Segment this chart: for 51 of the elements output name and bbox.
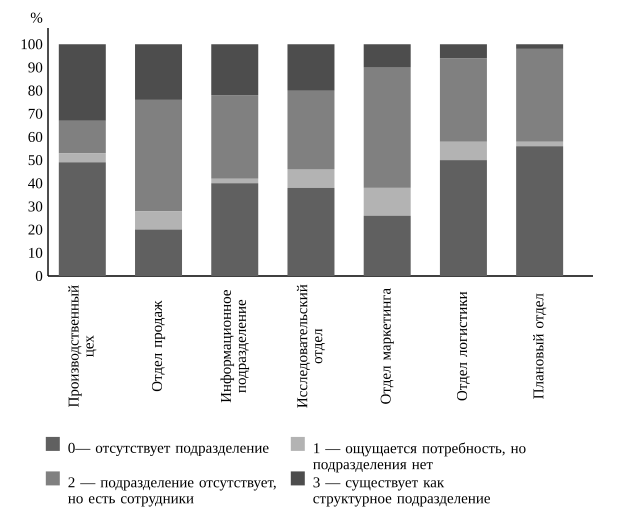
y-tick-label: 70 bbox=[28, 108, 42, 119]
x-tick-label: Плановый отдел bbox=[533, 293, 546, 399]
y-tick-label: 10 bbox=[29, 248, 42, 258]
legend-label: 2 — подразделение отсутствует, но есть сотрудники bbox=[68, 477, 276, 506]
legend-label: 3 — существует как структурное подразделение bbox=[313, 477, 490, 506]
bar bbox=[287, 169, 334, 188]
bar bbox=[211, 44, 258, 96]
y-tick-label: 20 bbox=[28, 224, 42, 235]
bar bbox=[211, 178, 258, 184]
bar bbox=[58, 162, 106, 276]
x-tick-label: Производственный цех bbox=[68, 285, 96, 407]
bar bbox=[135, 100, 182, 212]
bar bbox=[58, 44, 106, 121]
bar bbox=[287, 44, 334, 91]
legend-label: 0— отсутствует подразделение bbox=[68, 442, 269, 456]
bar bbox=[516, 146, 564, 276]
y-tick-label: 50 bbox=[28, 155, 42, 166]
bar bbox=[135, 44, 182, 100]
bar bbox=[364, 67, 411, 188]
legend-label: 1 — ощущается потребность, но подразделения нет bbox=[313, 442, 526, 472]
x-tick-label: Информационное подразделение bbox=[220, 290, 250, 402]
bar bbox=[440, 160, 487, 276]
x-tick-label: Исследовательский отдел bbox=[296, 284, 326, 408]
y-tick-label: 90 bbox=[28, 62, 42, 72]
bar bbox=[287, 188, 334, 276]
y-tick-label: 60 bbox=[28, 132, 42, 142]
bar bbox=[58, 120, 106, 154]
bar bbox=[516, 44, 564, 49]
bar bbox=[440, 142, 487, 160]
bar bbox=[516, 48, 564, 142]
y-tick-label: 0 bbox=[36, 270, 42, 282]
bar bbox=[364, 188, 411, 216]
x-tick-label: Отдел логистики bbox=[457, 292, 470, 400]
bar bbox=[440, 44, 487, 58]
bar bbox=[440, 58, 487, 142]
y-tick-label: 30 bbox=[28, 201, 42, 212]
x-tick-label: Отдел продаж bbox=[152, 300, 166, 392]
bar bbox=[135, 230, 182, 276]
bar bbox=[287, 90, 334, 170]
bar bbox=[516, 142, 564, 146]
y-tick-label: 80 bbox=[28, 86, 42, 96]
x-tick-label: Отдел маркетинга bbox=[380, 288, 394, 404]
bar bbox=[211, 183, 258, 276]
bar bbox=[58, 153, 106, 162]
y-tick-label: 40 bbox=[28, 178, 42, 188]
y-tick-label: 100 bbox=[22, 39, 42, 50]
bar bbox=[364, 44, 411, 68]
bar bbox=[135, 211, 182, 230]
bar bbox=[211, 95, 258, 179]
bar bbox=[364, 216, 411, 276]
y-axis-title: % bbox=[30, 12, 42, 23]
